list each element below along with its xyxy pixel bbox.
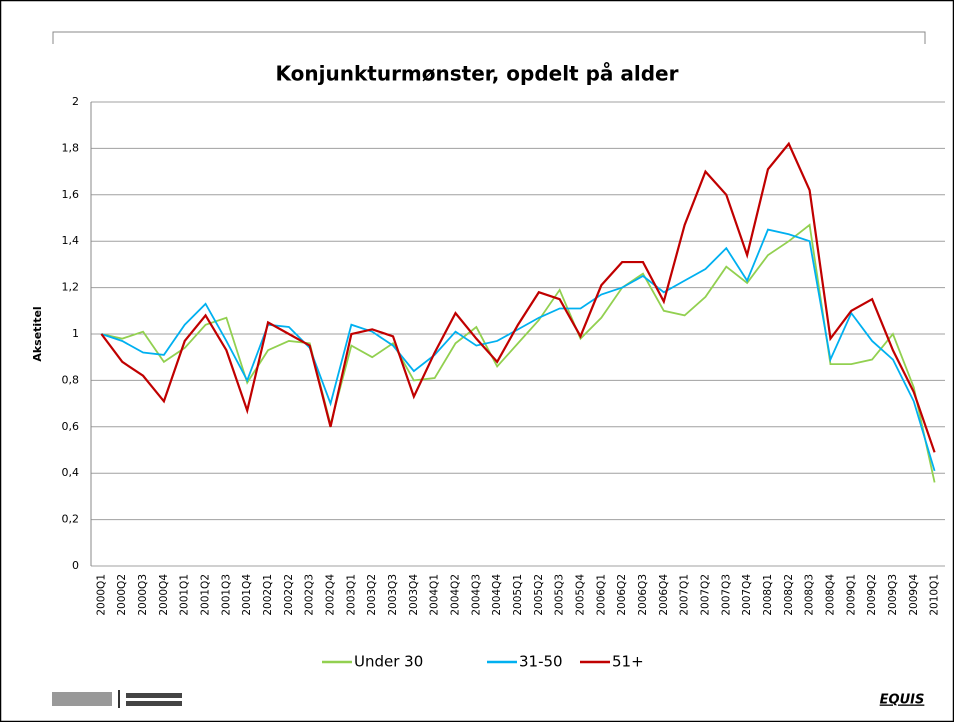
x-tick-label: 2005Q4 xyxy=(574,574,586,616)
y-tick-label: 0,8 xyxy=(62,373,80,386)
x-tick-label: 2009Q3 xyxy=(887,574,899,616)
chart-title: Konjunkturmønster, opdelt på alder xyxy=(276,62,679,86)
y-tick-label: 1,6 xyxy=(62,188,80,201)
y-tick-label: 1 xyxy=(72,327,79,340)
y-tick-label: 2 xyxy=(72,95,79,108)
logo-left xyxy=(52,690,182,708)
y-tick-label: 0,2 xyxy=(62,513,80,526)
x-tick-label: 2002Q2 xyxy=(283,574,295,616)
x-tick-label: 2005Q3 xyxy=(554,574,566,616)
x-tick-label: 2000Q3 xyxy=(137,574,149,616)
legend-label: Under 30 xyxy=(354,653,423,671)
x-tick-label: 2007Q2 xyxy=(699,574,711,616)
x-tick-label: 2001Q1 xyxy=(179,574,191,616)
x-tick-label: 2008Q3 xyxy=(804,574,816,616)
x-tick-label: 2008Q2 xyxy=(783,574,795,616)
x-tick-label: 2008Q4 xyxy=(824,574,836,616)
x-tick-label: 2002Q3 xyxy=(304,574,316,616)
x-tick-label: 2005Q2 xyxy=(533,574,545,616)
x-tick-label: 2008Q1 xyxy=(762,574,774,616)
x-tick-label: 2009Q4 xyxy=(908,574,920,616)
x-tick-label: 2006Q1 xyxy=(595,574,607,616)
legend-label: 51+ xyxy=(612,653,644,671)
y-tick-label: 1,4 xyxy=(62,234,80,247)
x-tick-label: 2004Q2 xyxy=(450,574,462,616)
x-tick-label: 2010Q1 xyxy=(929,574,941,616)
x-tick-label: 2009Q1 xyxy=(845,574,857,616)
x-tick-label: 2000Q2 xyxy=(116,574,128,616)
x-tick-label: 2001Q4 xyxy=(241,574,253,616)
x-tick-label: 2002Q4 xyxy=(325,574,337,616)
x-tick-label: 2006Q2 xyxy=(616,574,628,616)
y-axis-label: Aksetitel xyxy=(31,306,44,361)
chart-frame xyxy=(52,31,926,44)
y-tick-label: 1,8 xyxy=(62,141,80,154)
x-tick-label: 2009Q2 xyxy=(866,574,878,616)
x-tick-label: 2003Q4 xyxy=(408,574,420,616)
x-tick-label: 2003Q3 xyxy=(387,574,399,616)
x-tick-label: 2004Q1 xyxy=(429,574,441,616)
x-tick-label: 2004Q3 xyxy=(470,574,482,616)
x-tick-label: 2003Q2 xyxy=(366,574,378,616)
x-tick-label: 2007Q3 xyxy=(720,574,732,616)
legend-label: 31-50 xyxy=(519,653,563,671)
y-tick-label: 1,2 xyxy=(62,281,80,294)
x-tick-label: 2004Q4 xyxy=(491,574,503,616)
y-tick-label: 0,6 xyxy=(62,420,80,433)
x-tick-label: 2007Q4 xyxy=(741,574,753,616)
x-tick-label: 2001Q2 xyxy=(200,574,212,616)
x-tick-label: 2006Q4 xyxy=(658,574,670,616)
series-line xyxy=(101,228,936,472)
x-tick-label: 2001Q3 xyxy=(220,574,232,616)
x-tick-label: 2003Q1 xyxy=(345,574,357,616)
x-tick-label: 2000Q1 xyxy=(95,574,107,616)
y-tick-label: 0 xyxy=(72,559,79,572)
x-tick-label: 2007Q1 xyxy=(679,574,691,616)
x-tick-label: 2000Q4 xyxy=(158,574,170,616)
x-tick-label: 2005Q1 xyxy=(512,574,524,616)
x-tick-label: 2002Q1 xyxy=(262,574,274,616)
series-line xyxy=(100,141,936,453)
x-tick-label: 2006Q3 xyxy=(637,574,649,616)
logo-right: EQUIS xyxy=(880,693,925,708)
y-tick-label: 0,4 xyxy=(62,466,80,479)
